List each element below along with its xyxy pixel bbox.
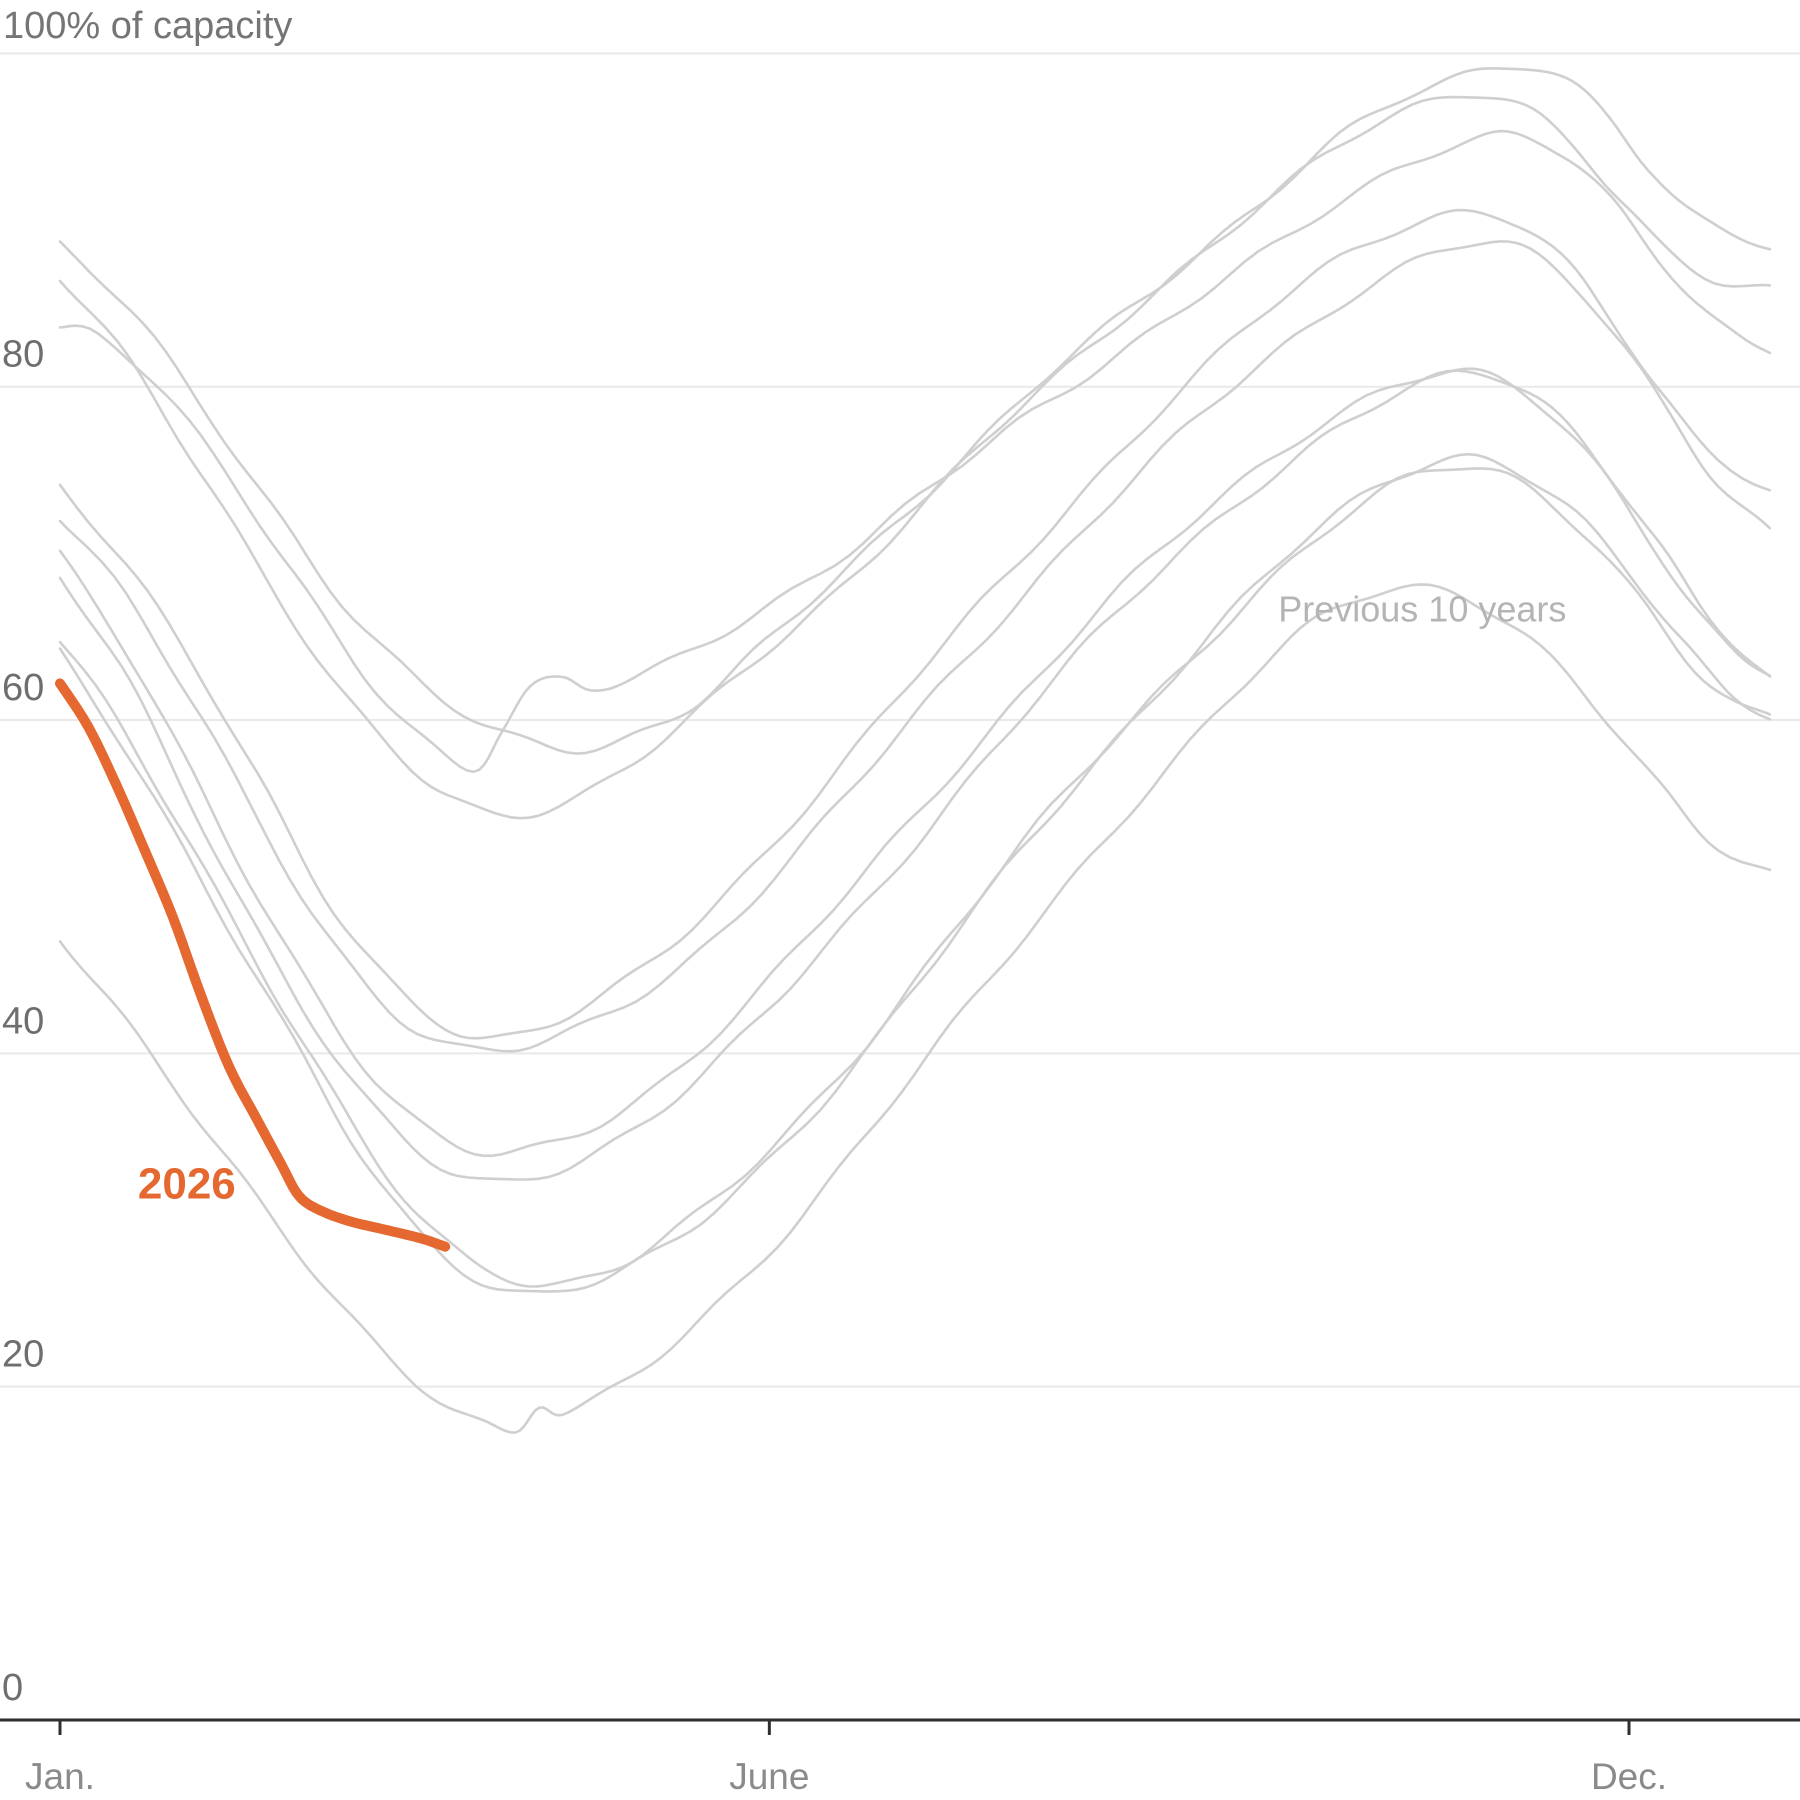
previous-year-line (58, 95, 1772, 820)
series-2026 (55, 678, 451, 1252)
previous-year-line (58, 208, 1772, 1040)
x-tick-label-Dec: Dec. (1591, 1756, 1667, 1797)
x-tick-label-Jan: Jan. (25, 1756, 95, 1797)
previous-year-line (58, 369, 1772, 1181)
previous-year-line (58, 240, 1772, 1053)
y-tick-label-0: 0 (2, 1667, 23, 1709)
annotations: Previous 10 years 2026 (138, 588, 1566, 1208)
x-axis (0, 1718, 1800, 1735)
y-tick-label-80: 80 (2, 334, 44, 376)
previous-10-years-label: Previous 10 years (1278, 588, 1566, 629)
x-tick-label-June: June (729, 1756, 809, 1797)
previous-year-line (58, 67, 1772, 755)
series-previous-10-years (58, 67, 1772, 1434)
series-2026-label: 2026 (138, 1159, 236, 1208)
axis-labels: 100% of capacity 80 60 40 20 0 Jan. June Dec. (2, 5, 1667, 1797)
previous-year-line (58, 583, 1772, 1434)
y-tick-label-20: 20 (2, 1334, 44, 1376)
y-tick-label-60: 60 (2, 667, 44, 709)
line-2026 (55, 678, 451, 1252)
previous-year-line (58, 452, 1772, 1293)
y-tick-label-40: 40 (2, 1000, 44, 1042)
previous-year-line (58, 367, 1772, 1158)
previous-year-line (58, 129, 1772, 774)
y-gridlines (0, 52, 1800, 1388)
y-axis-title: 100% of capacity (3, 5, 292, 47)
